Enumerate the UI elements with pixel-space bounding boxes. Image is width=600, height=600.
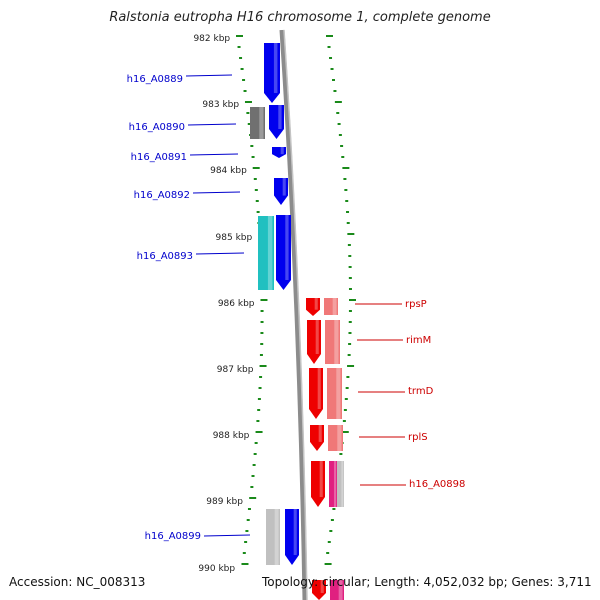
gene-arrow-rpsP[interactable] [306,298,320,316]
gene-arrow-h16-a0899-shade [293,509,297,555]
cds-box-h16-a0898-b[interactable] [337,461,344,507]
gene-label-h16_a0891[interactable]: h16_A0891 [131,152,187,163]
accession-label: Accession: NC_008313 [9,575,146,589]
gene-arrow-h16-a0889-shade [273,43,278,93]
backbone-highlight [283,29,308,600]
gene-arrow-h16-a0891[interactable] [272,147,286,158]
cds-box-offscreen-shade [338,580,343,600]
gene-arrow-offscreen[interactable] [312,580,326,600]
gene-label-rimm[interactable]: rimM [406,335,431,346]
cds-box-rpsP[interactable] [324,298,338,315]
gene-label-rpls[interactable]: rplS [408,432,428,443]
chromosome-backbone [279,29,308,600]
gene-arrow-h16-a0893-shade [285,215,289,280]
scale-label: 987 kbp [217,365,254,375]
gene-arrow-rimM-shade [315,320,319,354]
scale-label: 984 kbp [210,166,247,176]
cds-box-h16-a0899-shade [274,509,279,565]
cds-box-rpsP-shade [332,298,337,315]
gene-arrow-trmD-shade [317,368,321,409]
leader-line [203,534,251,537]
scale-labels: 982 kbp 983 kbp 984 kbp 985 kbp 986 kbp 987 k… [193,34,254,574]
gene-arrow-h16-a0899[interactable] [285,509,299,565]
cds-box-rimM[interactable] [325,320,340,364]
gene-arrow-h16-a0892-shade [282,178,286,196]
gene-arrow-h16-a0898-shade [319,461,323,497]
gene-arrow-h16-a0892[interactable] [274,178,288,205]
gene-arrow-h16-a0889[interactable] [264,43,280,103]
gene-arrow-h16-a0890-shade [278,105,282,129]
gene-label-trmd[interactable]: trmD [408,386,434,397]
backbone-line [279,29,308,600]
gene-labels: h16_A0889 h16_A0890 h16_A0891 h16_A0892 h16_… [127,74,466,542]
scale-label: 988 kbp [213,431,250,441]
gene-label-h16_a0890[interactable]: h16_A0890 [129,122,185,133]
leader-line [192,191,241,194]
cds-box-h16-a0890-shade [259,107,264,139]
cds-box-rimM-shade [334,320,339,364]
cds-box-h16-a0898[interactable] [329,461,337,507]
gene-arrow-offscreen-shade [320,580,324,593]
gene-label-rpsp[interactable]: rpsP [405,299,427,310]
gene-label-h16_a0892[interactable]: h16_A0892 [134,190,190,201]
gene-arrow-rimM[interactable] [307,320,321,364]
leader-line [187,123,237,126]
cds-box-h16-a0898-b-shade [341,461,344,507]
leader-line [185,74,233,77]
gene-arrow-rplS[interactable] [310,425,324,451]
scale-label: 982 kbp [193,34,230,44]
gene-arrow-h16-a0891-shade [280,147,284,155]
cds-box-h16-a0893[interactable] [258,216,274,290]
gene-arrow-rpsP-shade [314,298,318,310]
scale-label: 985 kbp [216,233,253,243]
scale-label: 986 kbp [218,299,255,309]
cds-box-h16-a0899[interactable] [266,509,280,565]
gene-label-h16_a0898[interactable]: h16_A0898 [409,479,465,490]
cds-box-trmD[interactable] [327,368,342,419]
gene-label-h16_a0893[interactable]: h16_A0893 [137,251,193,262]
genome-summary-label: Topology: circular; Length: 4,052,032 bp… [262,575,592,589]
gene-arrow-h16-a0890[interactable] [269,105,284,139]
gene-arrow-trmD[interactable] [309,368,323,419]
genome-title: Ralstonia eutropha H16 chromosome 1, com… [109,10,491,25]
gene-arrow-h16-a0893[interactable] [276,215,291,290]
cds-box-h16-a0890[interactable] [250,107,265,139]
scale-label: 990 kbp [198,564,235,574]
leader-line [189,153,239,156]
scale-label: 983 kbp [202,100,239,110]
gene-arrow-h16-a0898[interactable] [311,461,325,507]
cds-box-rplS[interactable] [328,425,343,451]
gene-arrow-rplS-shade [318,425,322,442]
gene-label-h16_a0899[interactable]: h16_A0899 [145,531,201,542]
cds-box-rplS-shade [337,425,342,451]
cds-box-offscreen[interactable] [330,580,344,600]
cds-box-h16-a0893-shade [267,216,273,290]
scale-label: 989 kbp [206,497,243,507]
gene-features [250,43,344,600]
leader-line [195,252,245,255]
cds-box-trmD-shade [336,368,341,419]
gene-label-h16_a0889[interactable]: h16_A0889 [127,74,183,85]
cds-box-h16-a0898-shade [333,461,337,507]
